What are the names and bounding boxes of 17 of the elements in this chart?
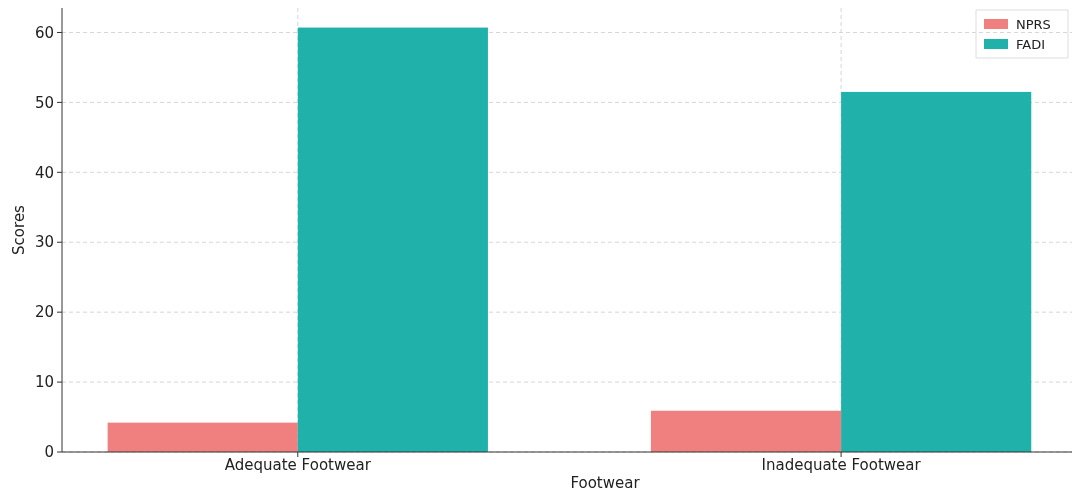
y-tick-label: 60 <box>34 23 54 42</box>
y-tick-label: 50 <box>34 93 54 112</box>
y-tick-label: 30 <box>34 233 54 252</box>
x-tick-label: Inadequate Footwear <box>761 456 922 474</box>
y-tick-label: 40 <box>34 163 54 182</box>
bar <box>841 91 1032 452</box>
x-tick-label: Adequate Footwear <box>224 456 372 474</box>
legend-label: NPRS <box>1016 16 1051 32</box>
bar <box>107 422 298 452</box>
y-tick-label: 0 <box>44 443 54 462</box>
x-axis-title: Footwear <box>570 474 641 492</box>
legend-label: FADI <box>1016 36 1046 52</box>
bar <box>297 27 488 452</box>
y-axis-title: Scores <box>10 204 28 255</box>
bar <box>650 410 842 452</box>
y-tick-label: 20 <box>34 303 54 322</box>
y-tick-label: 10 <box>34 373 54 392</box>
